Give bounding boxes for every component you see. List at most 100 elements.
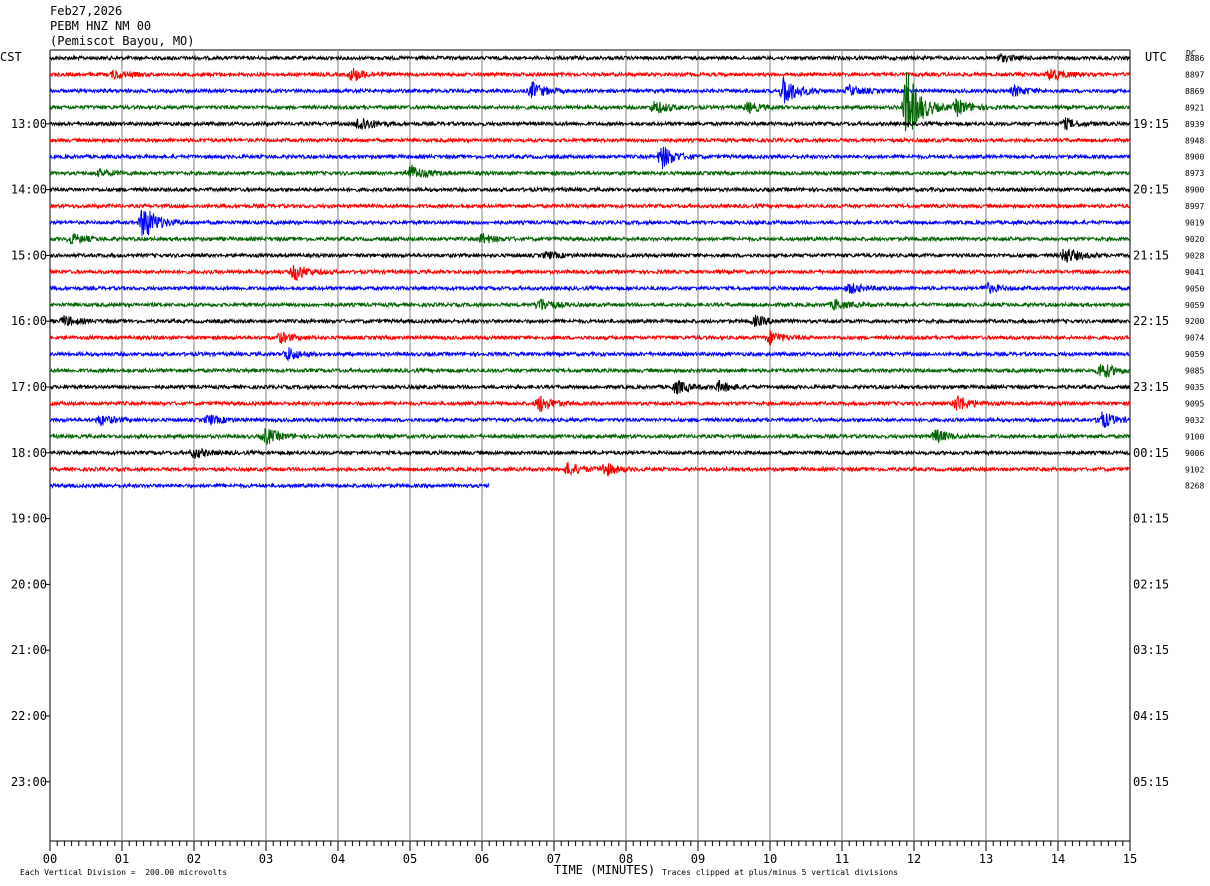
seismic-trace xyxy=(49,72,1131,132)
x-tick-label: 08 xyxy=(619,852,633,866)
x-tick-label: 03 xyxy=(259,852,273,866)
dc-offset-label: 9019 xyxy=(1185,219,1204,228)
dc-offset-label: 8869 xyxy=(1185,87,1204,96)
seismic-trace xyxy=(49,117,1131,131)
seismic-trace xyxy=(49,379,1131,395)
dc-offset-label: 9050 xyxy=(1185,284,1204,293)
dc-offset-label: 8900 xyxy=(1185,186,1204,195)
seismic-trace xyxy=(49,314,1131,327)
right-hour-label: 21:15 xyxy=(1133,248,1169,262)
dc-offset-label: 9059 xyxy=(1185,350,1204,359)
x-tick-label: 14 xyxy=(1051,852,1065,866)
dc-offset-label: 8948 xyxy=(1185,136,1204,145)
dc-offset-label: 9085 xyxy=(1185,367,1204,376)
x-tick-label: 05 xyxy=(403,852,417,866)
x-tick-label: 04 xyxy=(331,852,345,866)
seismic-trace xyxy=(49,428,1131,445)
left-hour-label: 13:00 xyxy=(11,117,47,131)
seismic-trace xyxy=(49,248,1131,263)
left-hour-label: 20:00 xyxy=(11,577,47,591)
left-hour-label: 14:00 xyxy=(11,183,47,197)
dc-offset-label: 8900 xyxy=(1185,153,1204,162)
dc-offset-label: 9100 xyxy=(1185,432,1204,441)
dc-offset-label: 9032 xyxy=(1185,416,1204,425)
left-hour-label: 23:00 xyxy=(11,775,47,789)
seismic-trace xyxy=(49,52,1131,64)
seismic-trace xyxy=(49,264,1131,282)
seismic-trace xyxy=(49,202,1131,210)
dc-offset-label: 9200 xyxy=(1185,317,1204,326)
dc-offset-label: 9059 xyxy=(1185,301,1204,310)
location-label: (Pemiscot Bayou, MO) xyxy=(50,34,195,48)
right-hour-label: 05:15 xyxy=(1133,775,1169,789)
left-hour-label: 17:00 xyxy=(11,380,47,394)
dc-offset-label: 9102 xyxy=(1185,465,1204,474)
x-tick-label: 01 xyxy=(115,852,129,866)
right-hour-label: 02:15 xyxy=(1133,577,1169,591)
dc-offset-label: 8897 xyxy=(1185,70,1204,79)
seismic-trace xyxy=(49,482,490,490)
right-hour-label: 20:15 xyxy=(1133,183,1169,197)
dc-offset-label: 9041 xyxy=(1185,268,1204,277)
dc-offset-label: 8921 xyxy=(1185,103,1204,112)
seismic-trace xyxy=(49,347,1131,362)
dc-offset-label: 9095 xyxy=(1185,399,1204,408)
x-tick-label: 06 xyxy=(475,852,489,866)
seismic-trace xyxy=(49,411,1131,429)
right-hour-label: 03:15 xyxy=(1133,643,1169,657)
seismic-trace xyxy=(49,209,1131,236)
x-axis-title: TIME (MINUTES) xyxy=(554,863,656,877)
seismic-trace xyxy=(49,67,1131,82)
x-tick-label: 12 xyxy=(907,852,921,866)
dc-offset-label: 8268 xyxy=(1185,482,1204,491)
x-tick-label: 00 xyxy=(43,852,57,866)
seismic-trace xyxy=(49,164,1130,179)
dc-offset-label: 9074 xyxy=(1185,334,1204,343)
dc-offset-label: 8997 xyxy=(1185,202,1204,211)
seismic-trace xyxy=(49,233,1131,245)
x-tick-label: 02 xyxy=(187,852,201,866)
x-tick-label: 09 xyxy=(691,852,705,866)
right-hour-label: 01:15 xyxy=(1133,512,1169,526)
right-hour-label: 00:15 xyxy=(1133,446,1169,460)
seismic-trace xyxy=(49,185,1131,194)
station-label: PEBM HNZ NM 00 xyxy=(50,19,152,33)
left-hour-label: 15:00 xyxy=(11,248,47,262)
dc-offset-label: 8939 xyxy=(1185,120,1204,129)
x-tick-label: 11 xyxy=(835,852,849,866)
x-tick-label: 15 xyxy=(1123,852,1137,866)
left-hour-label: 16:00 xyxy=(11,314,47,328)
seismic-trace xyxy=(49,363,1131,378)
clip-note: Traces clipped at plus/minus 5 vertical … xyxy=(662,868,899,877)
seismic-trace xyxy=(49,329,1131,346)
seismic-trace xyxy=(49,394,1131,412)
left-hour-label: 19:00 xyxy=(11,512,47,526)
seismic-trace xyxy=(49,461,1131,477)
seismic-trace xyxy=(49,298,1131,312)
seismic-trace xyxy=(49,146,1130,170)
right-hour-label: 19:15 xyxy=(1133,117,1169,131)
left-hour-label: 18:00 xyxy=(11,446,47,460)
seismic-trace xyxy=(49,76,1131,104)
dc-offset-label: 8886 xyxy=(1185,54,1204,63)
right-axis-label: UTC xyxy=(1145,50,1167,64)
date-label: Feb27,2026 xyxy=(50,4,123,18)
seismic-trace xyxy=(49,447,1131,459)
x-tick-label: 10 xyxy=(763,852,777,866)
vertical-division-note: Each Vertical Division = 200.00 microvol… xyxy=(20,868,228,877)
dc-offset-label: 8973 xyxy=(1185,169,1204,178)
dc-label: DC xyxy=(1186,49,1196,58)
x-tick-label: 07 xyxy=(547,852,561,866)
x-tick-label: 13 xyxy=(979,852,993,866)
left-hour-label: 21:00 xyxy=(11,643,47,657)
dc-offset-label: 9006 xyxy=(1185,449,1204,458)
right-hour-label: 04:15 xyxy=(1133,709,1169,723)
dc-offset-label: 9020 xyxy=(1185,235,1204,244)
left-axis-label: CST xyxy=(0,50,22,64)
seismic-trace xyxy=(49,136,1130,144)
dc-offset-label: 9035 xyxy=(1185,383,1204,392)
dc-offset-label: 9028 xyxy=(1185,251,1204,260)
right-hour-label: 23:15 xyxy=(1133,380,1169,394)
seismic-trace xyxy=(49,281,1131,295)
